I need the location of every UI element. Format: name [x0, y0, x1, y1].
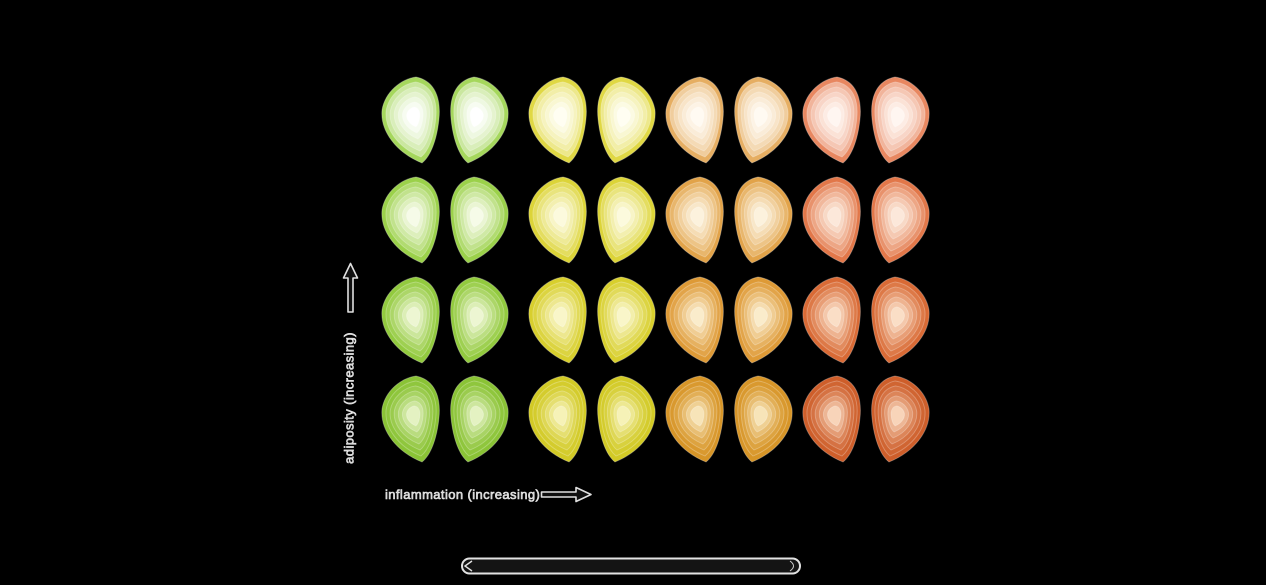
contour-glyph-r1c2 [528, 76, 656, 164]
contour-glyph-r1c3 [665, 76, 793, 164]
contour-glyph-r4c3 [665, 375, 793, 463]
y-axis-label: adiposity (increasing) [341, 332, 357, 464]
x-axis-label: inflammation (increasing) [385, 487, 541, 503]
contour-glyph-r3c2 [528, 276, 656, 364]
right-arrow-icon [540, 486, 592, 503]
contour-glyph-r2c1 [381, 176, 509, 264]
contour-glyph-r4c2 [528, 375, 656, 463]
contour-glyph-r4c1 [381, 375, 509, 463]
contour-glyph-r1c4 [802, 76, 930, 164]
contour-glyph-r2c3 [665, 176, 793, 264]
up-arrow-icon [342, 262, 359, 313]
contour-glyph-r2c4 [802, 176, 930, 264]
contour-glyph-r1c1 [381, 76, 509, 164]
contour-glyph-r4c4 [802, 375, 930, 463]
contour-glyph-r3c4 [802, 276, 930, 364]
contour-glyph-r2c2 [528, 176, 656, 264]
contour-glyph-r3c3 [665, 276, 793, 364]
contour-glyph-r3c1 [381, 276, 509, 364]
scale-bar [461, 557, 801, 575]
